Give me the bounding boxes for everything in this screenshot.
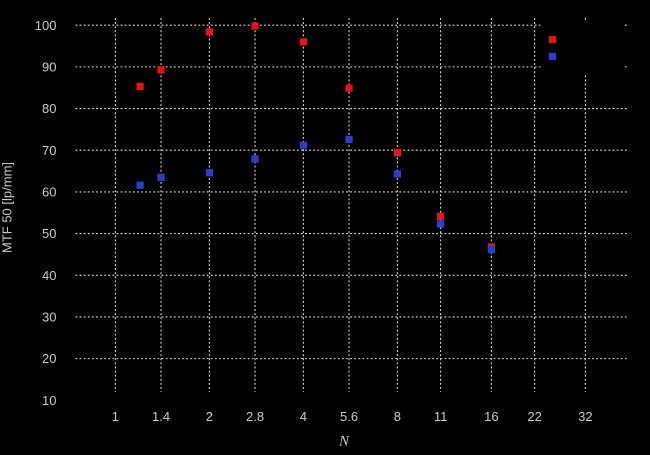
x-tick-label: 8	[394, 409, 401, 424]
x-tick-label: 11	[434, 409, 448, 424]
data-point	[436, 212, 445, 221]
x-tick-label: 2	[206, 409, 213, 424]
data-point	[299, 38, 307, 46]
data-point	[345, 135, 353, 143]
x-tick-label: 4	[300, 409, 307, 424]
y-tick-label: 40	[42, 268, 56, 283]
data-point	[205, 169, 213, 177]
x-tick-label: 16	[484, 409, 498, 424]
x-tick-label: 1	[112, 409, 119, 424]
data-point	[487, 245, 495, 254]
grid-lines	[75, 18, 629, 392]
y-tick-label: 10	[42, 393, 56, 408]
data-points	[136, 22, 495, 254]
x-tick-label: 32	[578, 409, 592, 424]
x-tick-label: 2.8	[246, 409, 264, 424]
data-point	[157, 66, 165, 74]
x-tick-label: 22	[527, 409, 541, 424]
y-tick-label: 20	[42, 351, 56, 366]
data-point	[136, 82, 144, 91]
y-tick-label: 60	[42, 185, 56, 200]
y-tick-label: 30	[42, 310, 56, 325]
legend	[540, 21, 623, 74]
x-axis-label: N	[338, 434, 350, 450]
y-tick-label: 50	[42, 226, 56, 241]
legend-marker	[548, 35, 557, 44]
y-tick-label: 70	[42, 143, 56, 158]
legend-box	[540, 21, 623, 74]
legend-marker	[548, 52, 557, 61]
x-tick-label: 1.4	[152, 409, 170, 424]
x-tick-label: 5.6	[340, 409, 358, 424]
y-tick-label: 100	[35, 18, 57, 33]
data-point	[251, 155, 259, 163]
data-point	[299, 141, 307, 149]
data-point	[157, 173, 165, 181]
data-point	[436, 220, 445, 228]
tick-labels: 10 20 30 40 50 60 70 80 90 100 1 1.4 2 2.8 4 5.6 8 11 16 22…	[35, 18, 593, 424]
data-point	[136, 181, 144, 189]
data-point	[205, 28, 213, 36]
y-tick-label: 90	[42, 59, 56, 74]
data-point	[393, 170, 401, 178]
y-tick-label: 80	[42, 101, 56, 116]
data-point	[251, 22, 259, 30]
data-point	[345, 84, 353, 92]
data-point	[393, 149, 401, 157]
y-axis-label: MTF 50 [lp/mm]	[0, 162, 15, 253]
